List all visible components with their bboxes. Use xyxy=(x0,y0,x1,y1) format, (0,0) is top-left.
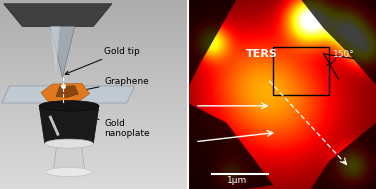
Polygon shape xyxy=(56,86,78,98)
Text: 150°: 150° xyxy=(333,50,355,59)
Ellipse shape xyxy=(46,167,92,177)
Text: Gold tip: Gold tip xyxy=(65,46,140,74)
Polygon shape xyxy=(53,144,85,172)
Polygon shape xyxy=(190,0,236,85)
Polygon shape xyxy=(311,123,376,189)
Ellipse shape xyxy=(39,101,99,111)
Polygon shape xyxy=(50,26,60,74)
Polygon shape xyxy=(50,26,75,77)
Polygon shape xyxy=(41,84,89,102)
Polygon shape xyxy=(39,106,99,144)
Text: 1μm: 1μm xyxy=(227,176,247,185)
Polygon shape xyxy=(2,86,134,103)
Polygon shape xyxy=(190,104,273,189)
Ellipse shape xyxy=(45,139,93,148)
Text: Graphene: Graphene xyxy=(75,77,149,93)
Polygon shape xyxy=(301,0,376,85)
Text: Gold
nanoplate: Gold nanoplate xyxy=(71,110,150,138)
Text: TERS: TERS xyxy=(246,49,277,59)
Polygon shape xyxy=(4,4,112,26)
